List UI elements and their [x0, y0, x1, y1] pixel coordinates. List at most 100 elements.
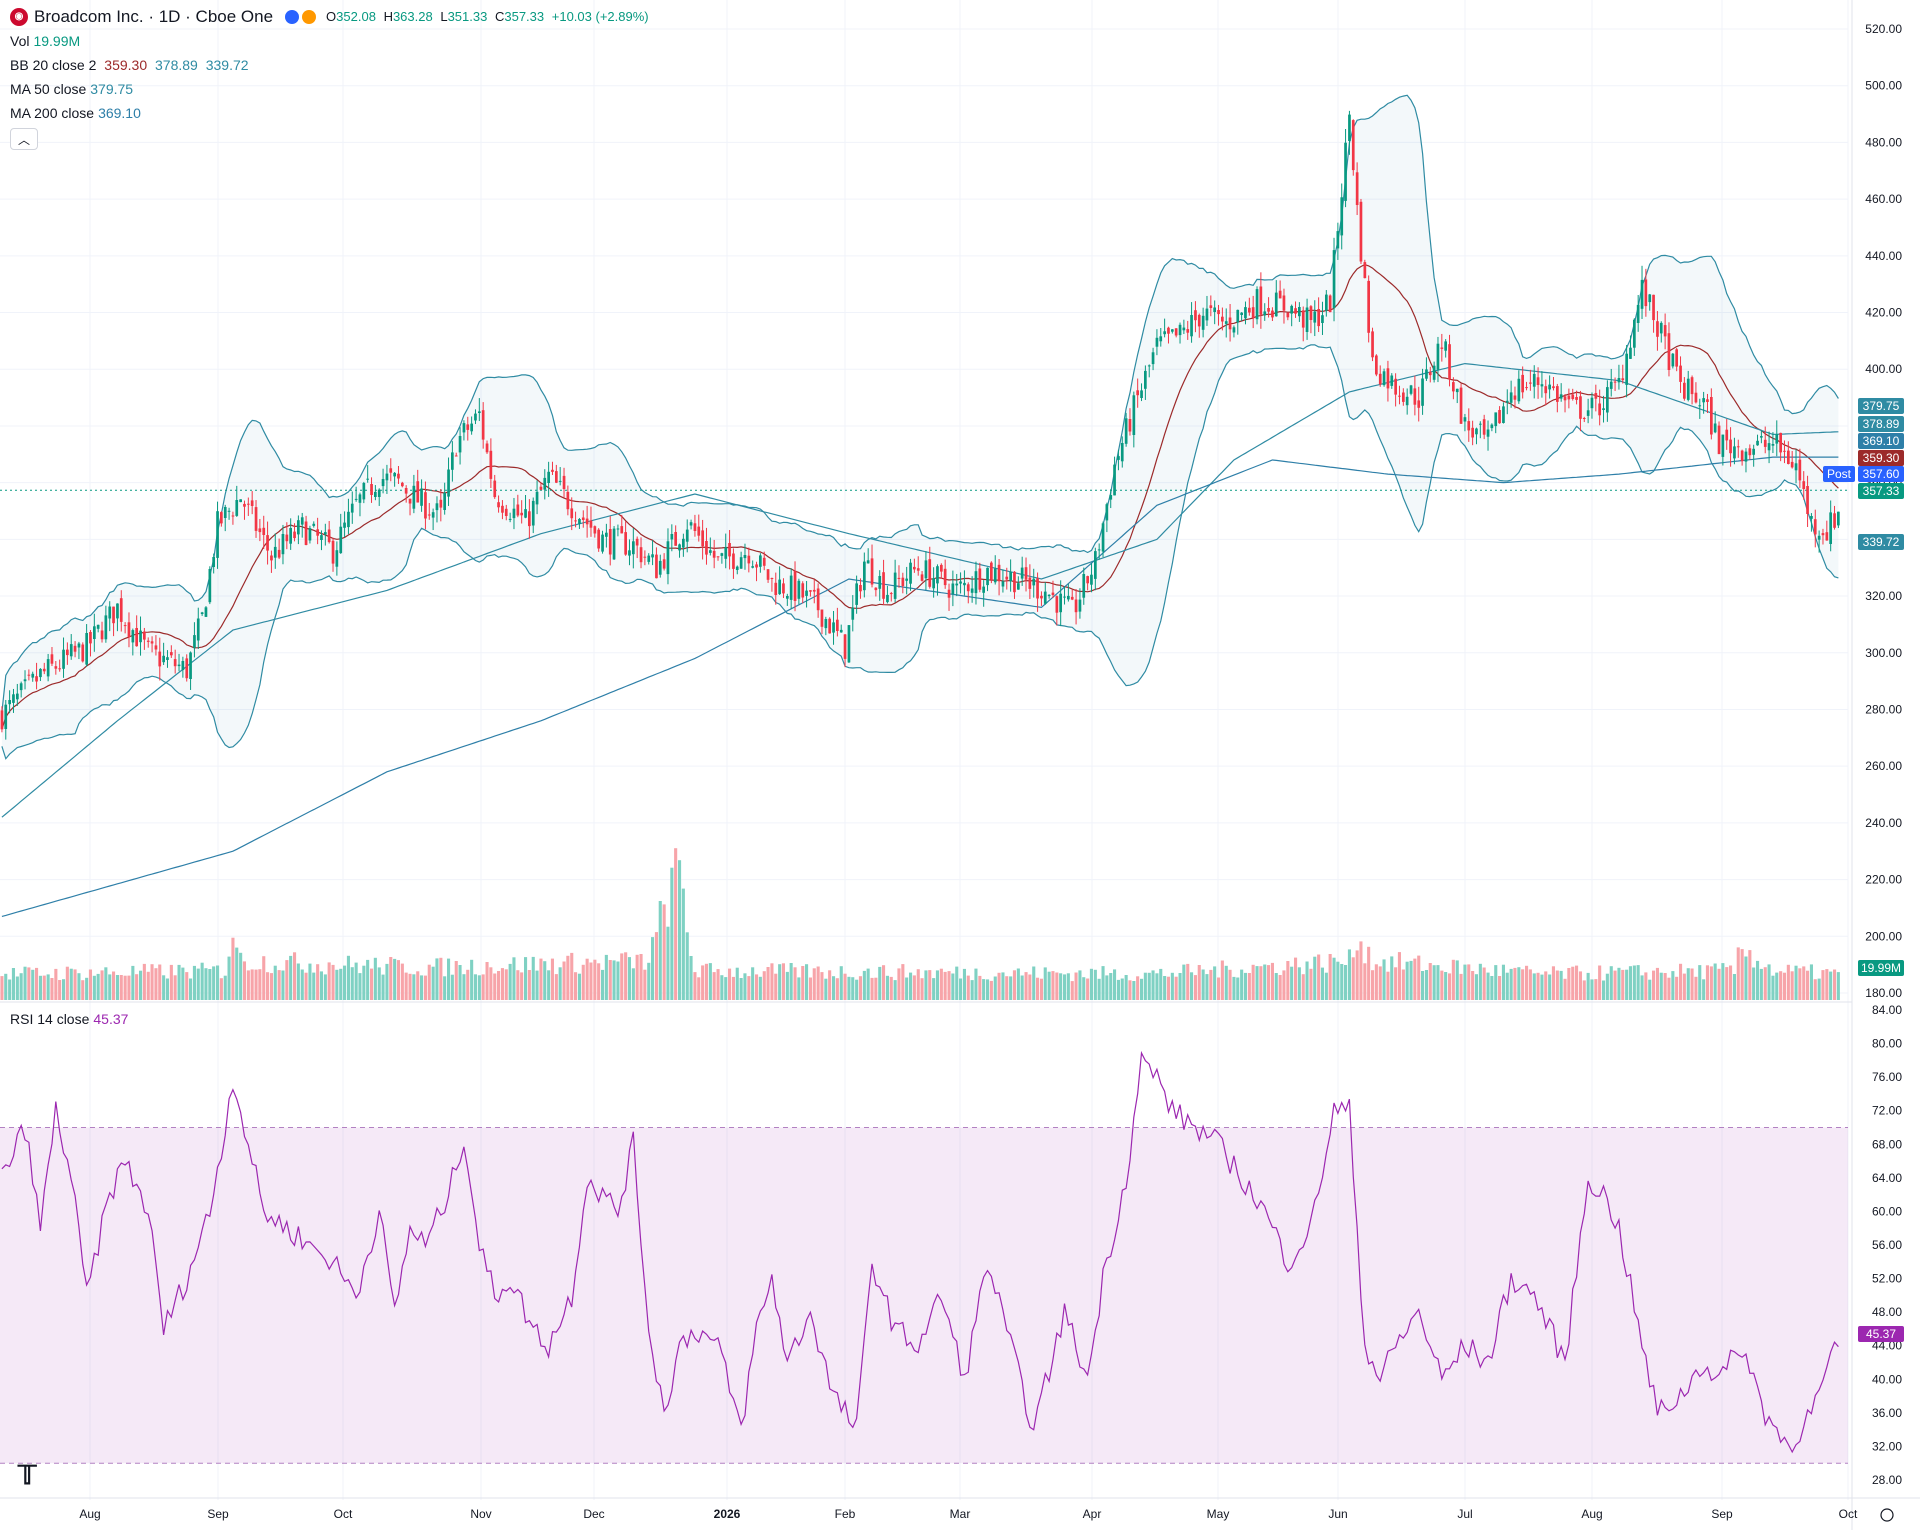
price-tick-label: 320.00: [1865, 589, 1902, 603]
candle-body: [693, 523, 697, 531]
volume-bar: [1086, 978, 1090, 1000]
legend-rsi[interactable]: RSI 14 close 45.37: [10, 1011, 129, 1027]
legend-bollinger[interactable]: BB 20 close 2 359.30 378.89 339.72: [10, 57, 249, 73]
volume-bar: [1806, 970, 1810, 1000]
volume-bar: [974, 968, 978, 1000]
candle-body: [1140, 390, 1143, 398]
candle-body: [816, 588, 820, 611]
candle-body: [1074, 599, 1078, 613]
volume-bar: [593, 959, 597, 1000]
candle-body: [901, 577, 905, 586]
candle-body: [1675, 349, 1678, 367]
volume-bar: [38, 975, 42, 1000]
tradingview-logo-icon[interactable]: 𝕋: [18, 1460, 37, 1490]
volume-bar: [1632, 965, 1636, 1000]
volume-bar: [296, 963, 300, 1000]
volume-bar: [366, 959, 370, 1000]
volume-bar: [1575, 965, 1579, 1000]
candle-body: [1729, 439, 1732, 454]
volume-bar: [1274, 973, 1278, 1000]
candle-body: [547, 471, 550, 483]
candle-body: [19, 683, 23, 691]
volume-bar: [246, 970, 250, 1000]
candle-body: [100, 630, 104, 640]
time-tick-label: May: [1207, 1507, 1230, 1521]
candle-body: [1124, 418, 1128, 444]
candle-body: [1217, 310, 1220, 315]
candle-body: [58, 668, 61, 670]
symbol-title[interactable]: Broadcom Inc. · 1D · Cboe One: [34, 7, 274, 26]
volume-bar: [1428, 963, 1432, 1000]
bb-upper-badge: 378.89: [1863, 417, 1900, 431]
legend-volume[interactable]: Vol 19.99M: [10, 33, 81, 49]
volume-bar: [962, 968, 966, 1000]
volume-bar: [916, 969, 920, 1000]
candle-body: [1355, 172, 1359, 205]
volume-bar: [1505, 972, 1509, 1000]
price-tick-label: 440.00: [1865, 249, 1902, 263]
volume-bar: [396, 960, 400, 1000]
volume-bar: [1047, 971, 1051, 1000]
candle-body: [1494, 412, 1498, 427]
legend-ma50[interactable]: MA 50 close 379.75: [10, 81, 134, 97]
volume-bar: [920, 978, 924, 1000]
session-indicators[interactable]: [285, 10, 317, 24]
candle-body: [682, 538, 685, 548]
candle-body: [504, 508, 508, 516]
volume-bar: [1166, 976, 1170, 1000]
candle-body: [1798, 459, 1802, 481]
volume-bar: [1217, 977, 1221, 1000]
time-tick-label: Aug: [79, 1507, 100, 1521]
price-tick-label: 280.00: [1865, 702, 1902, 716]
volume-bar: [1544, 971, 1548, 1000]
volume-bar: [1809, 964, 1813, 1000]
time-tick-label: Jun: [1328, 1507, 1347, 1521]
volume-bar: [1682, 973, 1686, 1000]
candle-body: [1698, 405, 1702, 407]
volume-bar: [1721, 963, 1725, 1000]
price-tick-label: 240.00: [1865, 816, 1902, 830]
volume-bar: [1136, 976, 1140, 1000]
volume-bar: [943, 971, 947, 1000]
candle-body: [1105, 504, 1109, 521]
price-tick-label: 220.00: [1865, 873, 1902, 887]
candle-body: [759, 555, 762, 567]
volume-bar: [1555, 970, 1559, 1000]
legend-ma200[interactable]: MA 200 close 369.10: [10, 105, 141, 121]
candle-body: [46, 659, 50, 677]
candle-body: [520, 512, 523, 516]
volume-bar: [1732, 974, 1736, 1000]
volume-bar: [150, 964, 154, 1000]
rsi-tick-label: 44.00: [1872, 1339, 1902, 1353]
volume-bar: [604, 954, 608, 1000]
candle-body: [339, 526, 343, 554]
candle-body: [635, 538, 639, 546]
volume-bar: [1232, 976, 1236, 1000]
collapse-legend-button[interactable]: ︿: [10, 128, 38, 150]
candle-body: [562, 475, 566, 489]
candle-body: [139, 630, 142, 643]
volume-bar: [212, 966, 216, 1000]
volume-bar: [1440, 970, 1444, 1000]
volume-bar: [88, 969, 92, 1000]
candle-body: [366, 478, 369, 480]
volume-bar: [204, 968, 208, 1000]
volume-bar: [1186, 963, 1190, 1000]
candle-body: [847, 625, 851, 663]
volume-bar: [616, 961, 620, 1000]
volume-bar: [1459, 973, 1463, 1000]
candle-body: [1671, 353, 1675, 367]
volume-bar: [651, 937, 655, 1000]
candle-body: [1382, 371, 1386, 386]
time-tick-label: Oct: [1839, 1507, 1858, 1521]
volume-bar: [805, 964, 809, 1000]
candle-body: [1571, 394, 1575, 399]
time-tick-label: Oct: [334, 1507, 353, 1521]
volume-bar: [928, 970, 932, 1000]
candle-body: [439, 499, 443, 508]
volume-bar: [493, 973, 497, 1000]
volume-bar: [847, 976, 851, 1000]
candle-body: [1744, 451, 1748, 462]
price-tick-label: 400.00: [1865, 362, 1902, 376]
